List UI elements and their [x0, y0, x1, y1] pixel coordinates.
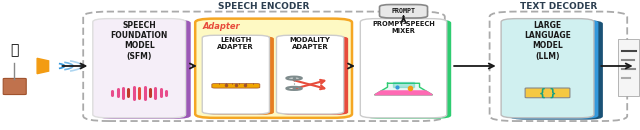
Text: LENGTH
ADAPTER: LENGTH ADAPTER: [218, 37, 254, 50]
FancyBboxPatch shape: [195, 19, 352, 118]
FancyBboxPatch shape: [365, 20, 451, 119]
FancyBboxPatch shape: [98, 20, 191, 119]
Text: TEXT DECODER: TEXT DECODER: [520, 2, 597, 11]
Text: LARGE
LANGUAGE
MODEL
(LLM): LARGE LANGUAGE MODEL (LLM): [524, 21, 571, 61]
FancyBboxPatch shape: [506, 20, 598, 119]
FancyBboxPatch shape: [525, 88, 570, 98]
FancyBboxPatch shape: [3, 78, 26, 95]
Text: PROMPT-SPEECH
MIXER: PROMPT-SPEECH MIXER: [372, 21, 435, 34]
Text: Adapter: Adapter: [203, 22, 241, 31]
FancyBboxPatch shape: [207, 36, 274, 115]
Polygon shape: [37, 58, 49, 74]
FancyBboxPatch shape: [360, 19, 447, 118]
Polygon shape: [393, 82, 414, 87]
Text: MODALITY
ADAPTER: MODALITY ADAPTER: [290, 37, 330, 50]
Text: { }: { }: [539, 88, 556, 98]
FancyBboxPatch shape: [510, 20, 603, 120]
Text: SPEECH ENCODER: SPEECH ENCODER: [218, 2, 310, 11]
Text: SPEECH
FOUNDATION
MODEL
(SFM): SPEECH FOUNDATION MODEL (SFM): [111, 21, 168, 61]
Text: PROMPT: PROMPT: [392, 8, 415, 14]
FancyBboxPatch shape: [276, 35, 344, 114]
FancyBboxPatch shape: [212, 84, 260, 88]
FancyBboxPatch shape: [281, 36, 348, 115]
FancyBboxPatch shape: [93, 19, 186, 118]
FancyBboxPatch shape: [380, 5, 428, 18]
Polygon shape: [374, 83, 433, 95]
FancyBboxPatch shape: [501, 19, 594, 118]
Polygon shape: [374, 91, 433, 95]
FancyBboxPatch shape: [202, 35, 269, 114]
Text: 👩: 👩: [10, 44, 19, 58]
FancyBboxPatch shape: [618, 39, 639, 96]
